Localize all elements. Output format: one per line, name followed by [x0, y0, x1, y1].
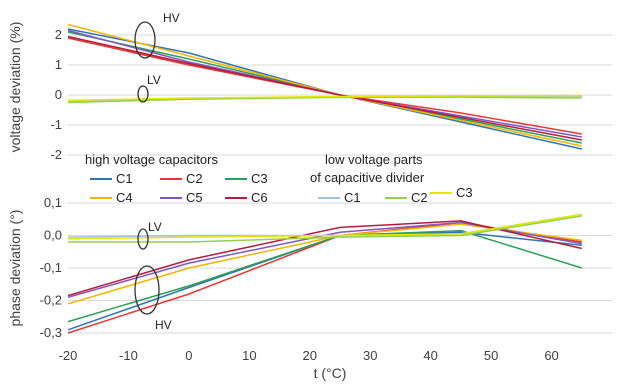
top-y-tick-label: -2: [50, 147, 62, 162]
top-series-c2-7: [67, 96, 582, 104]
x-axis-title: t (°C): [314, 365, 347, 381]
bottom-y-tick-label: 0,1: [44, 195, 62, 210]
legend-lv-label: C1: [344, 190, 361, 205]
voltage-deviation-panel: -2 -1 0 1 2 voltage deviation (%) HV LV: [7, 11, 612, 162]
top-y-tick-label: 2: [55, 27, 62, 42]
phase-deviation-panel: -0,3 -0,2 -0,1 0,0 0,1 phase deviation (°) -20…: [7, 195, 612, 381]
legend-lv-label: C2: [411, 190, 428, 205]
bottom-y-axis-title: phase deviation (°): [7, 210, 23, 327]
legend-lv-title-line1: low voltage parts: [325, 152, 423, 167]
x-tick-label: 40: [423, 348, 437, 363]
x-tick-label: 30: [363, 348, 377, 363]
hv-group-ellipse: [134, 265, 160, 315]
legend-hv-label: C3: [251, 171, 268, 186]
bottom-series-c1-6: [67, 213, 582, 238]
top-series-c3-8: [67, 94, 582, 102]
lv-annotation: LV: [148, 220, 162, 234]
x-tick-label: -10: [119, 348, 138, 363]
lv-annotation: LV: [147, 73, 161, 87]
legend-hv-title: high voltage capacitors: [85, 152, 218, 167]
lv-group-ellipse: [137, 228, 149, 250]
legend-hv-label: C4: [116, 190, 133, 205]
legend-hv-label: C5: [186, 190, 203, 205]
bottom-y-tick-label: -0,2: [40, 293, 62, 308]
top-y-tick-label: 1: [55, 57, 62, 72]
x-tick-label: 10: [242, 348, 256, 363]
x-tick-label: 60: [544, 348, 558, 363]
bottom-series-c5-4: [67, 221, 582, 299]
legend: high voltage capacitors C1 C2 C3 C4 C5 C6 low v…: [85, 152, 473, 205]
top-y-tick-label: 0: [55, 87, 62, 102]
bottom-y-tick-label: -0,1: [40, 260, 62, 275]
hv-annotation: HV: [155, 318, 172, 332]
top-y-tick-label: -1: [50, 117, 62, 132]
legend-hv-label: C1: [116, 171, 133, 186]
legend-hv-label: C6: [251, 190, 268, 205]
bottom-series-c2-7: [68, 215, 582, 243]
x-tick-label: 20: [303, 348, 317, 363]
legend-lv-title-line2: of capacitive divider: [310, 170, 425, 185]
lv-group-ellipse: [137, 85, 149, 103]
top-y-axis-title: voltage deviation (%): [7, 22, 23, 153]
bottom-series-c6-5: [67, 220, 582, 297]
top-series-c6-5: [67, 35, 582, 141]
bottom-y-tick-label: 0,0: [44, 228, 62, 243]
legend-hv-label: C2: [186, 171, 203, 186]
x-tick-label: 0: [185, 348, 192, 363]
hv-group-ellipse: [134, 21, 156, 59]
x-tick-label: -20: [59, 348, 78, 363]
legend-lv-label: C3: [456, 185, 473, 200]
top-series-c1-0: [67, 28, 582, 150]
hv-annotation: HV: [163, 11, 180, 25]
bottom-y-tick-label: -0,3: [40, 325, 62, 340]
x-tick-label: 50: [484, 348, 498, 363]
